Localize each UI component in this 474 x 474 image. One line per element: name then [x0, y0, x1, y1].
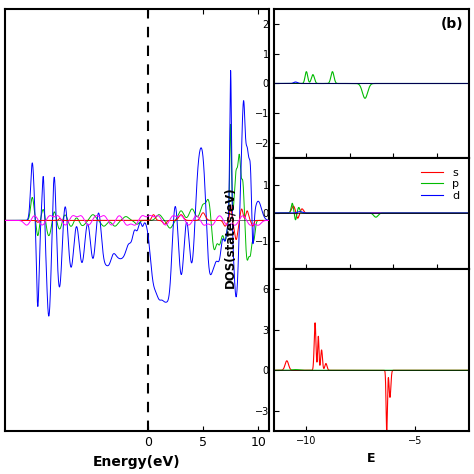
p — [271, 210, 277, 216]
s — [442, 210, 447, 216]
s — [305, 210, 310, 216]
p — [463, 210, 468, 216]
s — [295, 215, 301, 221]
p — [442, 210, 447, 216]
p — [292, 217, 298, 223]
Legend: s, p, d: s, p, d — [417, 163, 464, 205]
d — [271, 210, 277, 216]
Line: d: d — [274, 211, 469, 213]
Line: p: p — [274, 203, 469, 220]
s — [466, 210, 472, 216]
d — [346, 210, 352, 216]
d — [463, 210, 468, 216]
X-axis label: E: E — [367, 452, 376, 465]
Text: (b): (b) — [441, 17, 464, 31]
d — [305, 210, 310, 216]
X-axis label: Energy(eV): Energy(eV) — [93, 455, 181, 469]
p — [346, 210, 352, 216]
Text: DOS(states/eV): DOS(states/eV) — [223, 186, 237, 288]
s — [346, 210, 352, 216]
Line: s: s — [274, 206, 469, 218]
p — [355, 210, 360, 216]
p — [305, 210, 310, 216]
s — [291, 203, 296, 209]
s — [293, 211, 299, 217]
s — [463, 210, 468, 216]
d — [381, 210, 386, 216]
d — [442, 210, 447, 216]
d — [355, 210, 360, 216]
d — [297, 209, 303, 214]
p — [293, 215, 299, 220]
p — [466, 210, 472, 216]
p — [290, 201, 295, 206]
s — [355, 210, 360, 216]
d — [466, 210, 472, 216]
s — [271, 210, 277, 216]
d — [293, 210, 299, 216]
